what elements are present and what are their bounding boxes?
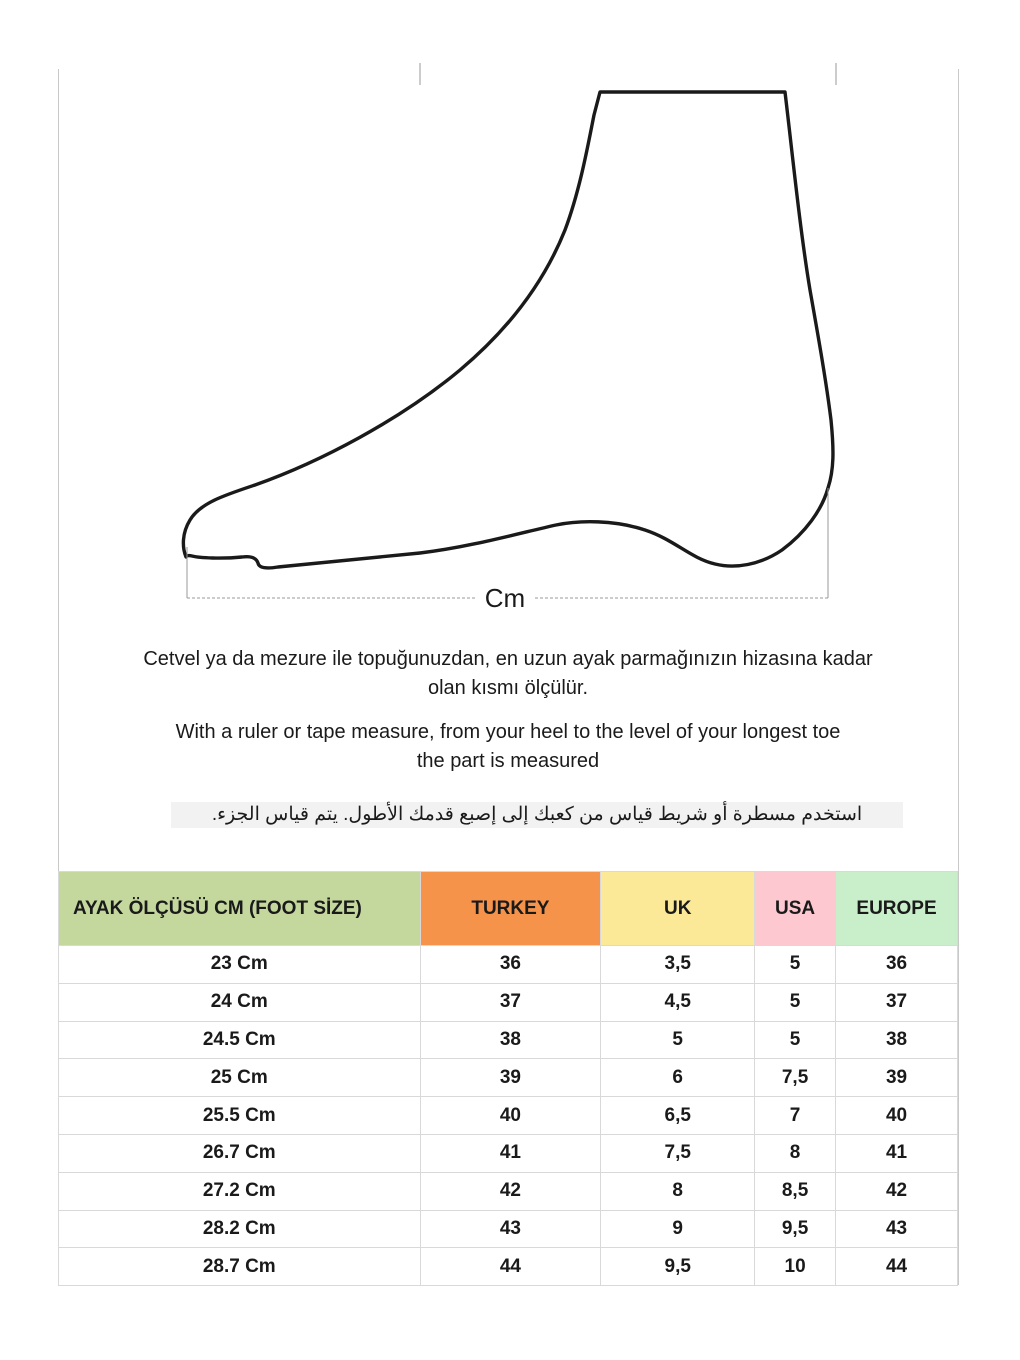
svg-text:Cm: Cm [485,583,525,613]
